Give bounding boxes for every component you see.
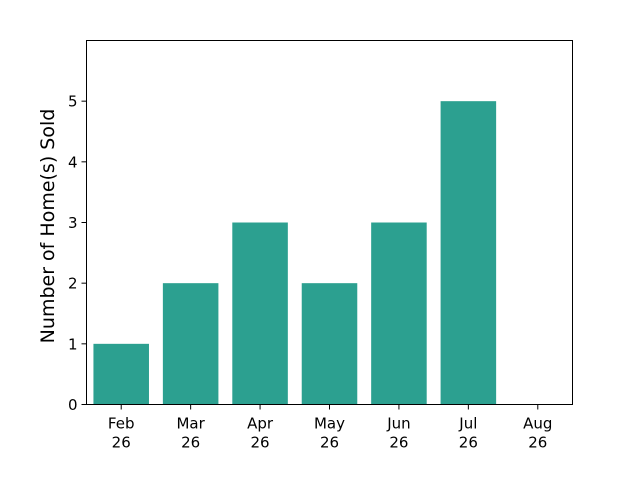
y-axis-label: Number of Home(s) Sold bbox=[37, 109, 59, 344]
x-tick-label: Feb 26 bbox=[108, 415, 135, 452]
bar-mar-26 bbox=[162, 283, 219, 405]
x-tick-label: Mar 26 bbox=[176, 415, 205, 452]
bar-may-26 bbox=[301, 283, 358, 405]
y-tick-label: 2 bbox=[68, 275, 78, 293]
x-tick-label: May 26 bbox=[314, 415, 345, 452]
y-tick-label: 5 bbox=[68, 93, 78, 111]
bars-group bbox=[93, 101, 497, 405]
y-tick-label: 3 bbox=[68, 214, 78, 232]
x-axis: Feb 26 Mar 26 Apr 26 May 26 Jun 26 Jul 26 Aug 26 bbox=[108, 404, 552, 452]
x-tick-label: Jul 26 bbox=[458, 415, 478, 452]
x-tick-label: Jun 26 bbox=[386, 415, 410, 452]
bar-apr-26 bbox=[232, 222, 288, 405]
y-tick-label: 0 bbox=[68, 396, 78, 414]
x-tick-label: Aug 26 bbox=[523, 415, 552, 452]
bar-feb-26 bbox=[93, 343, 149, 405]
y-tick-label: 4 bbox=[68, 153, 78, 171]
bar-jul-26 bbox=[440, 101, 497, 405]
y-tick-label: 1 bbox=[68, 335, 78, 353]
bar-jun-26 bbox=[371, 222, 427, 405]
y-axis: 0 1 2 3 4 5 bbox=[68, 93, 87, 414]
x-tick-label: Apr 26 bbox=[247, 415, 274, 452]
